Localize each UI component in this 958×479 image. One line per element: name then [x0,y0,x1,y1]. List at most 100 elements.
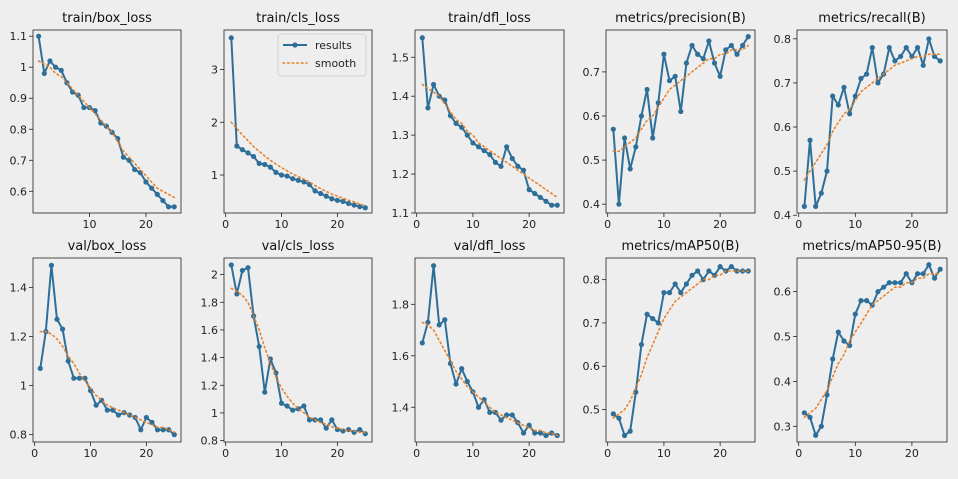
plot-10-results-point [920,271,926,277]
plot-10-title: metrics/mAP50-95(B) [802,239,941,254]
plot-7-xtick-label: 20 [330,447,344,460]
plot-8-xtick-label: 10 [466,447,480,460]
plot-4-ytick-label: 0.6 [583,110,601,123]
plot-1-results-point [58,67,64,73]
plot-2-axes-frame [223,29,373,214]
plot-6-axes-frame [32,257,182,443]
plot-4-ytick-label: 0.5 [583,154,601,167]
plot-4-results-point [695,51,701,57]
plot-3-results-point [430,81,437,88]
plot-4-results-point [633,144,639,150]
plot-1-results-point [36,33,42,39]
plot-9-results-point [695,268,701,274]
plot-6-ytick-label: 0.8 [10,429,28,442]
plot-5-results-point [937,58,943,64]
plot-6-results-point [37,365,43,371]
plot-7-ytick-label: 1.8 [201,296,219,309]
plot-3-results-point [509,155,515,162]
plot-6-results-point [115,412,122,418]
plot-1-axes-frame [32,29,182,214]
plot-10-ytick-label: 0.6 [774,286,792,299]
plot-9-axes-frame [605,257,756,443]
plot-6-results-point [143,414,149,421]
plot-5-results-point [858,75,864,82]
plot-2-results-point [251,153,257,160]
plot-7-title: val/cls_loss [262,239,335,254]
plot-10-ytick-label: 0.4 [774,375,792,388]
plot-3-results-point [419,35,425,41]
plot-2-title: train/cls_loss [256,11,340,26]
plot-9-results-point [706,268,712,274]
plot-5-results-point [914,45,921,51]
plot-5-results-point [813,203,819,209]
plot-2-results-point [295,177,301,183]
plot-9-results-point [678,290,684,296]
plot-4-results-point [728,42,734,49]
plot-4-results-point [745,34,751,40]
plot-1-ytick-label: 0.6 [10,185,28,198]
plot-3-results-point [425,105,431,111]
plot-4-results-point [717,73,723,79]
plot-1-results-point [41,70,47,77]
plot-3-xtick-label: 20 [522,218,536,231]
plot-2-results-point [312,188,318,194]
plot-1: train/box_loss 10 20 0.6 0.7 0.8 0.9 1 1.1 [10,11,182,231]
plot-6-results-point [154,427,161,433]
plot-5-results-point [903,45,909,51]
plot-6-smooth-line [39,330,176,434]
plot-7-ytick-label: 1.2 [201,379,219,392]
plot-9-results-point [627,428,633,434]
plot-2-results-point [345,200,352,207]
plot-6: val/box_loss 0 10 20 0.8 1 1.2 1.4 [10,239,182,460]
plot-3-results-point [532,190,538,197]
plot-6-results-point [54,316,60,322]
plot-2-xtick-label: 20 [330,218,344,231]
plot-7-results-point [234,291,240,297]
plot-2-results-point [334,197,340,203]
plot-1-ytick-label: 0.8 [10,123,28,136]
plot-6-title: val/box_loss [68,239,147,254]
plot-7-smooth-line [230,287,367,434]
plot-3: train/dfl_loss 0 10 20 1.1 1.2 1.3 1.4 1.5 [392,11,565,231]
plot-9-results-point [616,415,622,421]
plot-6-results-point [160,427,166,433]
plot-10-results-point [841,338,847,344]
plot-10-results-point [886,280,892,286]
plot-3-ytick-label: 1.5 [392,51,410,64]
plot-2-results-point [351,202,357,208]
plot-10-results-point [926,262,932,268]
plot-7-ytick-label: 2 [211,269,218,282]
plot-1-results-point [132,166,138,173]
legend-smooth-label: smooth [315,57,356,70]
plot-1-results-point [165,204,172,210]
plot-4-results-point [666,78,673,84]
plot-1-xtick-label: 20 [139,218,153,231]
plot-2-results-point [329,196,335,202]
plot-5-results-point [835,102,841,108]
plot-7-ytick-label: 1.6 [201,324,219,337]
plot-3-xtick-label: 0 [413,218,420,231]
plot-4-xtick-label: 10 [657,218,671,231]
plot-7-results-point [357,426,363,433]
plot-3-results-point [492,159,499,165]
plot-9-results-point [728,264,734,270]
plot-10: metrics/mAP50-95(B) 0 10 20 0.3 0.4 0.5 0.6 [774,239,948,460]
plot-9-results-point [717,264,723,270]
plot-9-results-point [650,316,656,322]
plot-4-xtick-label: 0 [604,218,611,231]
plot-7-results-point [301,403,307,409]
plot-3-smooth-line [421,83,559,199]
plot-9-results-point [661,290,667,296]
plot-1-results-point [160,197,166,204]
plot-8-results-point [459,366,465,372]
plot-8-title: val/dfl_loss [454,239,526,254]
plot-5-xtick-label: 10 [848,218,862,231]
plot-3-ytick-label: 1.4 [392,90,410,103]
plot-3-results-point [549,202,555,208]
plot-7-axes-frame [223,257,373,443]
plot-3-results-point [504,144,510,150]
plot-6-results-point [104,407,110,413]
plot-2-results-point [357,204,363,210]
plot-2-results-point [234,143,240,149]
